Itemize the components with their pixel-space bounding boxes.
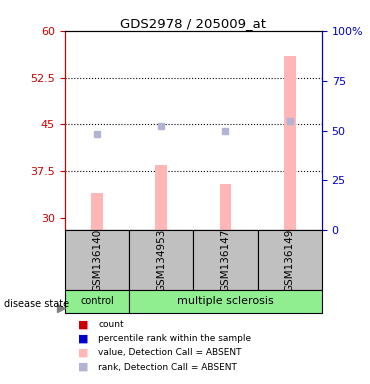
Text: multiple sclerosis: multiple sclerosis: [177, 296, 274, 306]
Text: ■: ■: [78, 334, 88, 344]
Bar: [65, 290, 129, 313]
Bar: [155, 165, 167, 230]
Title: GDS2978 / 205009_at: GDS2978 / 205009_at: [120, 17, 266, 30]
Text: GSM136140: GSM136140: [92, 228, 102, 292]
Text: rank, Detection Call = ABSENT: rank, Detection Call = ABSENT: [98, 362, 237, 372]
Text: percentile rank within the sample: percentile rank within the sample: [98, 334, 251, 343]
Text: ■: ■: [78, 348, 88, 358]
Text: count: count: [98, 320, 124, 329]
Bar: [129, 230, 193, 290]
Bar: [193, 230, 258, 290]
Text: ■: ■: [78, 362, 88, 372]
Bar: [65, 230, 129, 290]
Bar: [258, 230, 322, 290]
Bar: [220, 184, 231, 230]
Text: control: control: [80, 296, 114, 306]
Text: GSM134953: GSM134953: [156, 228, 166, 292]
Bar: [129, 290, 322, 313]
Text: ■: ■: [78, 319, 88, 329]
Text: disease state: disease state: [4, 299, 69, 309]
Bar: [91, 193, 103, 230]
Text: GSM136147: GSM136147: [221, 228, 231, 292]
Text: value, Detection Call = ABSENT: value, Detection Call = ABSENT: [98, 348, 242, 358]
Text: GSM136149: GSM136149: [285, 228, 295, 292]
Bar: [284, 56, 296, 230]
